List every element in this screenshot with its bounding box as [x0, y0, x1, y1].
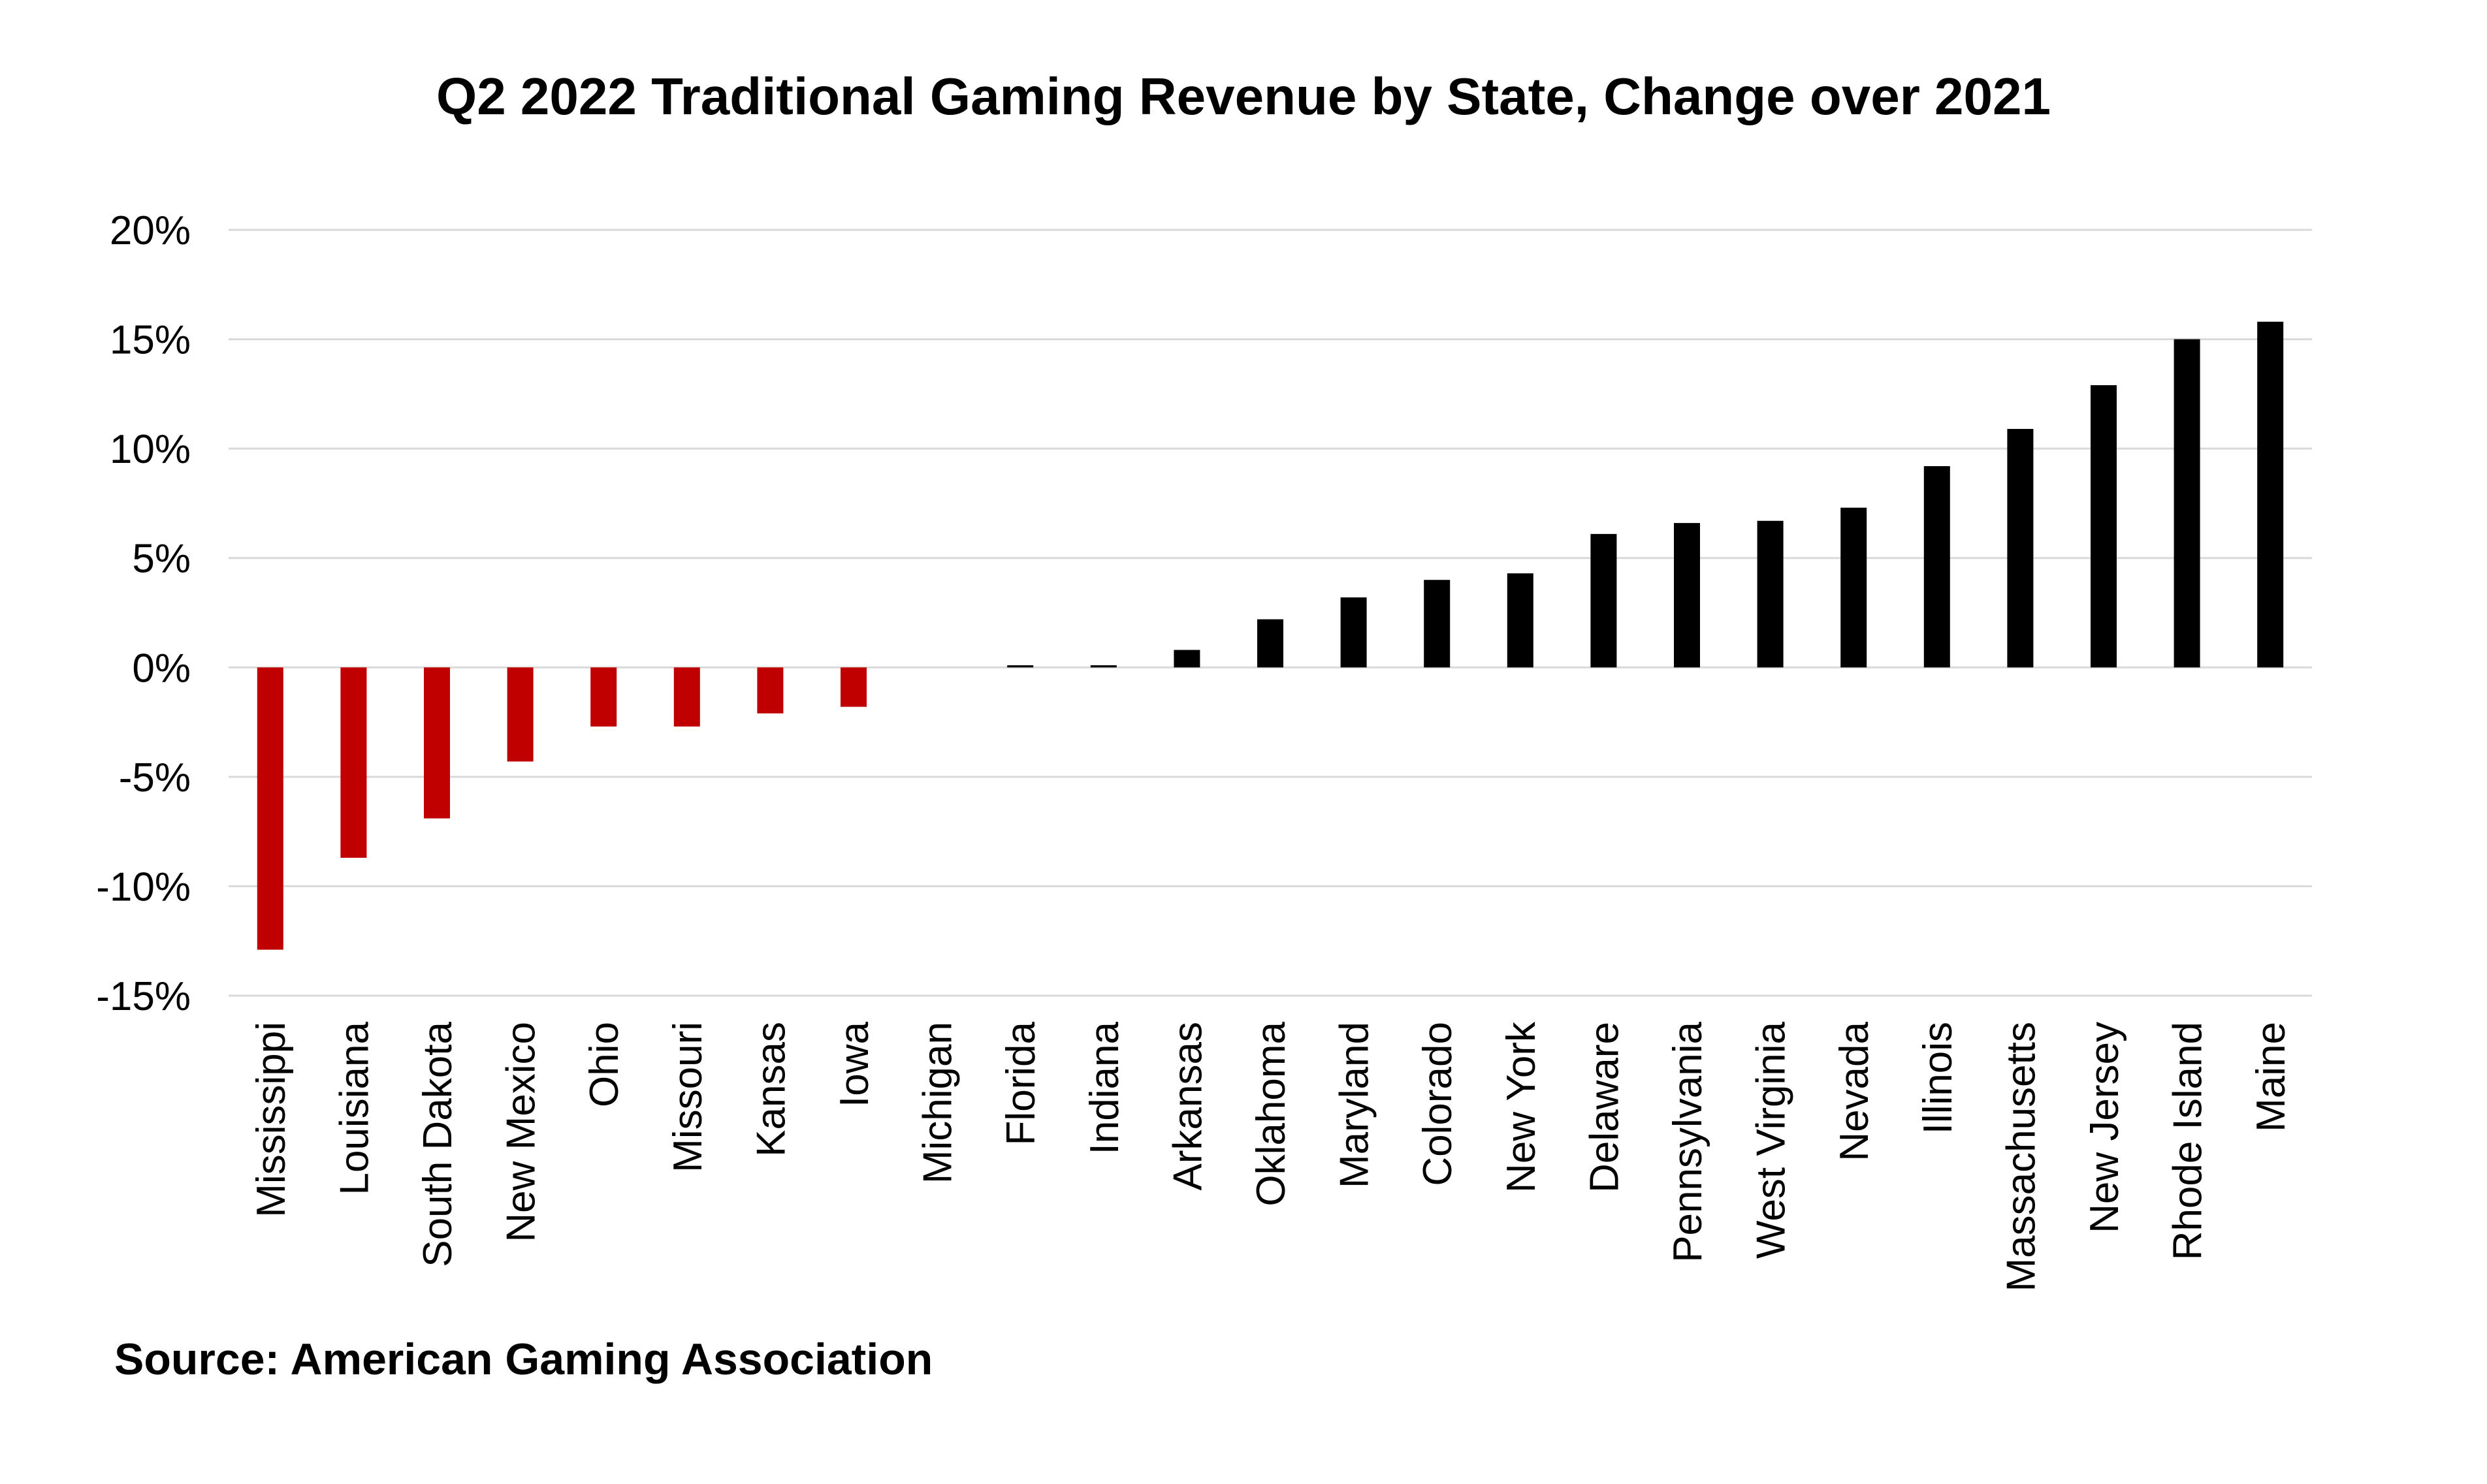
- x-tick-label: Mississippi: [249, 1022, 294, 1218]
- bar: [1507, 573, 1533, 668]
- x-axis-labels: Mississippi Louisiana South Dakota New Mexi…: [249, 1021, 2294, 1292]
- bar: [2091, 385, 2117, 668]
- x-tick-label: West Virginia: [1749, 1021, 1794, 1258]
- x-tick-label: Maryland: [1332, 1022, 1377, 1188]
- y-tick-label: -10%: [96, 864, 191, 909]
- y-tick-label: 10%: [110, 427, 191, 472]
- x-tick-label: Colorado: [1415, 1022, 1460, 1186]
- bar: [2007, 428, 2034, 668]
- x-tick-label: Louisiana: [332, 1021, 377, 1195]
- x-tick-label: Massachusetts: [1998, 1022, 2044, 1292]
- x-tick-label: Missouri: [666, 1022, 711, 1173]
- bar: [1590, 533, 1617, 668]
- x-tick-label: Delaware: [1582, 1022, 1627, 1193]
- x-tick-label: New Mexico: [499, 1022, 544, 1242]
- y-tick-label: 15%: [110, 318, 191, 363]
- x-tick-label: Michigan: [916, 1022, 961, 1184]
- bar: [340, 667, 367, 858]
- bar: [1174, 650, 1200, 668]
- bar: [1007, 665, 1034, 668]
- x-tick-label: Pennsylvania: [1665, 1021, 1710, 1262]
- gridlines: [229, 229, 2312, 997]
- bar: [757, 667, 784, 714]
- x-tick-label: New Jersey: [2082, 1022, 2127, 1233]
- bar: [1257, 619, 1283, 668]
- x-tick-label: Illinois: [1916, 1022, 1961, 1134]
- bar: [841, 667, 867, 707]
- bar: [424, 667, 450, 819]
- bar: [1674, 523, 1700, 668]
- x-tick-label: Arkansas: [1165, 1022, 1210, 1190]
- bar: [1923, 466, 1950, 668]
- y-axis-ticks: 20% 15% 10% 5% 0% -5% -10% -15%: [96, 208, 191, 1019]
- x-tick-label: Ohio: [582, 1022, 627, 1107]
- x-tick-label: Rhode Island: [2166, 1022, 2211, 1260]
- bars: [257, 321, 2284, 950]
- x-tick-label: Nevada: [1832, 1021, 1877, 1161]
- bar: [1424, 580, 1451, 668]
- bar: [507, 667, 534, 762]
- x-tick-label: Oklahoma: [1249, 1021, 1294, 1206]
- y-tick-label: 5%: [132, 537, 191, 582]
- source-note: Source: American Gaming Association: [114, 1334, 933, 1384]
- bar: [1090, 665, 1117, 668]
- x-tick-label: Iowa: [832, 1021, 877, 1107]
- y-tick-label: 0%: [132, 646, 191, 691]
- y-tick-label: 20%: [110, 208, 191, 253]
- bar: [257, 667, 283, 950]
- y-tick-label: -15%: [96, 974, 191, 1019]
- y-tick-label: -5%: [119, 755, 191, 800]
- x-tick-label: Maine: [2249, 1022, 2294, 1132]
- x-tick-label: Florida: [999, 1021, 1044, 1145]
- x-tick-label: Indiana: [1082, 1021, 1127, 1154]
- bar: [590, 667, 617, 727]
- chart-title: Q2 2022 Traditional Gaming Revenue by St…: [436, 67, 2051, 125]
- bar: [673, 667, 700, 727]
- bar: [2257, 321, 2284, 668]
- x-tick-label: South Dakota: [415, 1021, 460, 1267]
- bar: [2174, 339, 2200, 668]
- x-tick-label: New York: [1499, 1021, 1544, 1193]
- x-tick-label: Kansas: [748, 1022, 794, 1157]
- bar: [1840, 507, 1867, 668]
- bar: [1340, 597, 1367, 668]
- bar: [1757, 520, 1784, 668]
